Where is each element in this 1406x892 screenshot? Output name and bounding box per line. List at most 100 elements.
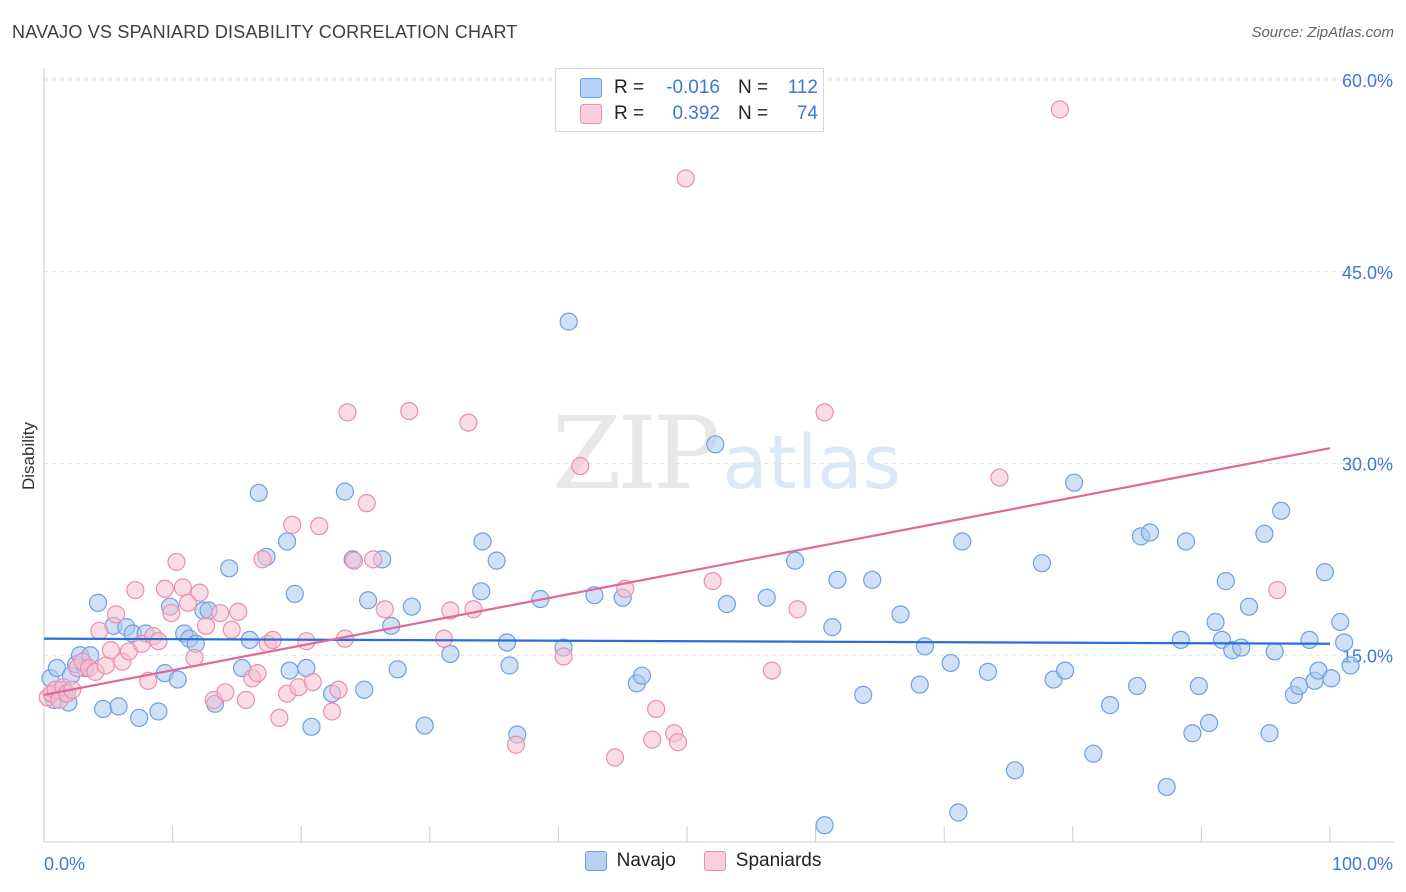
navajo-point — [441, 644, 460, 664]
spaniards-point — [155, 579, 174, 598]
navajo-point — [823, 618, 842, 637]
navajo-point — [168, 670, 187, 689]
spaniards-point — [668, 733, 688, 752]
legend-row-spaniards: R = 0.392 N = 74 — [580, 102, 818, 126]
navajo-point — [1232, 638, 1251, 657]
navajo-point — [415, 716, 434, 735]
x-tick-label: 100.0% — [1332, 854, 1393, 874]
spaniards-point — [506, 735, 526, 754]
navajo-point — [953, 532, 972, 551]
spaniards-trend-line — [43, 447, 1331, 696]
navajo-point — [130, 708, 149, 727]
navajo-point — [941, 653, 960, 673]
navajo-point — [109, 697, 128, 716]
navajo-point — [891, 605, 910, 624]
navajo-point — [220, 559, 239, 578]
spaniards-point — [375, 600, 394, 619]
chart-title: NAVAJO VS SPANIARD DISABILITY CORRELATIO… — [12, 22, 518, 42]
spaniards-point — [106, 605, 126, 624]
legend-label-spaniards: Spaniards — [735, 850, 822, 871]
legend-n-label: N = — [738, 103, 769, 124]
spaniards-point — [400, 401, 419, 421]
x-tick-label: 0.0% — [44, 854, 85, 874]
legend-item-spaniards[interactable]: Spaniards — [703, 850, 822, 872]
y-tick-label: 30.0% — [1342, 455, 1393, 475]
legend-r-label: R = — [614, 103, 645, 124]
spaniards-point — [101, 641, 120, 660]
spaniards-point — [464, 600, 483, 619]
y-tick-label: 45.0% — [1342, 263, 1393, 283]
navajo-point — [355, 680, 374, 699]
navajo-point — [854, 685, 873, 704]
spaniards-point — [310, 517, 329, 536]
spaniards-point — [90, 621, 109, 641]
navajo-point — [1255, 524, 1274, 543]
navajo-point — [706, 435, 725, 454]
navajo-point — [1084, 744, 1103, 763]
legend-r-value: 0.392 — [672, 103, 720, 124]
navajo-point — [1341, 656, 1360, 675]
navajo-point — [717, 595, 736, 614]
navajo-point — [1300, 630, 1319, 650]
navajo-point — [497, 633, 517, 652]
spaniards-point — [788, 600, 807, 619]
spaniards-point — [1050, 100, 1070, 119]
legend-r-label: R = — [614, 77, 645, 98]
navajo-point — [559, 312, 578, 331]
navajo-point — [632, 666, 652, 685]
navajo-point — [910, 675, 929, 694]
legend-n-value: 112 — [787, 77, 818, 98]
spaniards-point — [190, 583, 209, 602]
navajo-point — [285, 584, 304, 603]
navajo-point — [1183, 724, 1202, 743]
navajo-point — [915, 637, 935, 656]
spaniards-point — [126, 580, 145, 600]
navajo-point — [1216, 572, 1235, 591]
navajo-point — [1005, 761, 1025, 780]
spaniards-point — [297, 632, 316, 651]
spaniards-point — [357, 494, 376, 513]
navajo-point — [828, 570, 847, 589]
spaniards-point — [676, 169, 695, 188]
navajo-point — [472, 582, 491, 601]
navajo-point — [1206, 612, 1225, 632]
spaniards-point — [338, 403, 357, 422]
legend-label-navajo: Navajo — [616, 850, 676, 871]
spaniards-point — [647, 699, 666, 719]
navajo-point — [1140, 523, 1160, 542]
spaniards-point — [178, 593, 198, 612]
spaniards-point — [815, 403, 834, 422]
navajo-point — [1335, 633, 1354, 652]
spaniards-point — [703, 572, 722, 591]
navajo-point — [1171, 630, 1190, 650]
navajo-point — [149, 702, 168, 721]
watermark-zip: ZIP — [552, 395, 720, 512]
spaniards-point — [762, 661, 781, 680]
legend-item-navajo[interactable]: Navajo — [584, 850, 676, 872]
navajo-point — [402, 597, 421, 616]
navajo-point — [1032, 554, 1052, 573]
navajo-point — [1200, 713, 1219, 733]
spaniards-point — [167, 552, 186, 572]
navajo-point — [1055, 661, 1075, 680]
navajo-point — [1331, 612, 1350, 632]
navajo-point — [1260, 724, 1279, 743]
spaniards-swatch — [580, 104, 602, 124]
navajo-point — [358, 591, 378, 610]
spaniards-swatch — [703, 851, 726, 871]
navajo-point — [1127, 676, 1147, 696]
navajo-point — [757, 588, 776, 607]
spaniards-point — [990, 468, 1009, 487]
correlation-legend: R = -0.016 N = 112 R = 0.392 N = 74 — [555, 68, 824, 132]
spaniards-point — [571, 456, 590, 476]
navajo-point — [473, 532, 492, 551]
spaniards-point — [554, 647, 573, 666]
spaniards-point — [329, 680, 348, 699]
series-legend: Navajo Spaniards — [0, 850, 1406, 872]
spaniards-point — [162, 603, 181, 623]
navajo-point — [1157, 777, 1176, 797]
spaniards-point — [173, 578, 192, 597]
spaniards-point — [434, 629, 454, 648]
legend-row-navajo: R = -0.016 N = 112 — [580, 76, 818, 100]
